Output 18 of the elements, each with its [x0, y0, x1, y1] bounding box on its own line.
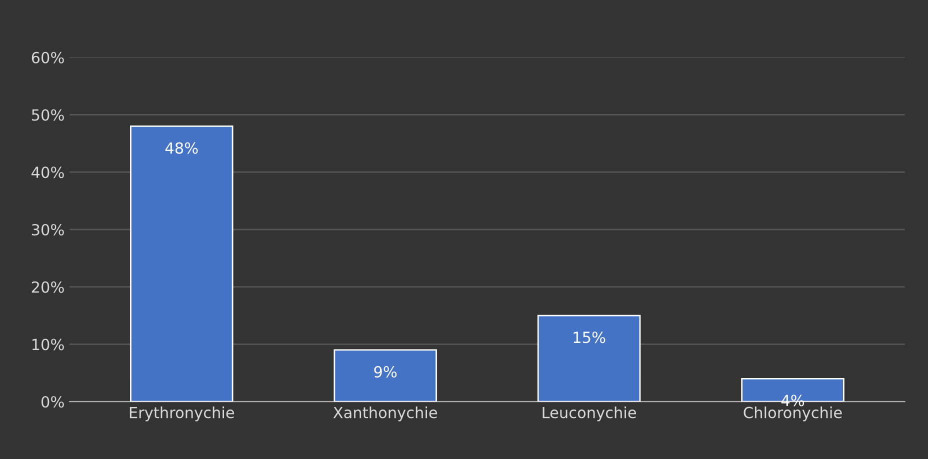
x-tick-label: Chloronychie — [744, 406, 842, 422]
y-tick-label: 0% — [42, 396, 64, 408]
y-tick-label: 20% — [32, 281, 64, 293]
y-tick-label: 40% — [32, 166, 64, 178]
bar — [130, 126, 234, 402]
bar — [537, 314, 641, 402]
y-tick-label: 10% — [32, 338, 64, 350]
y-tick-label: 30% — [32, 224, 64, 236]
y-tick-label: 50% — [32, 109, 64, 121]
x-tick-label: Erythronychie — [130, 406, 234, 422]
x-tick-label: Leuconychie — [542, 406, 636, 422]
data-label: 9% — [374, 366, 397, 378]
bar — [334, 349, 437, 402]
data-label: 48% — [165, 142, 198, 154]
y-tick-label: 60% — [32, 52, 64, 64]
data-label: 15% — [574, 332, 606, 344]
data-label: 4% — [781, 394, 804, 406]
x-tick-label: Xanthonychie — [333, 406, 438, 422]
